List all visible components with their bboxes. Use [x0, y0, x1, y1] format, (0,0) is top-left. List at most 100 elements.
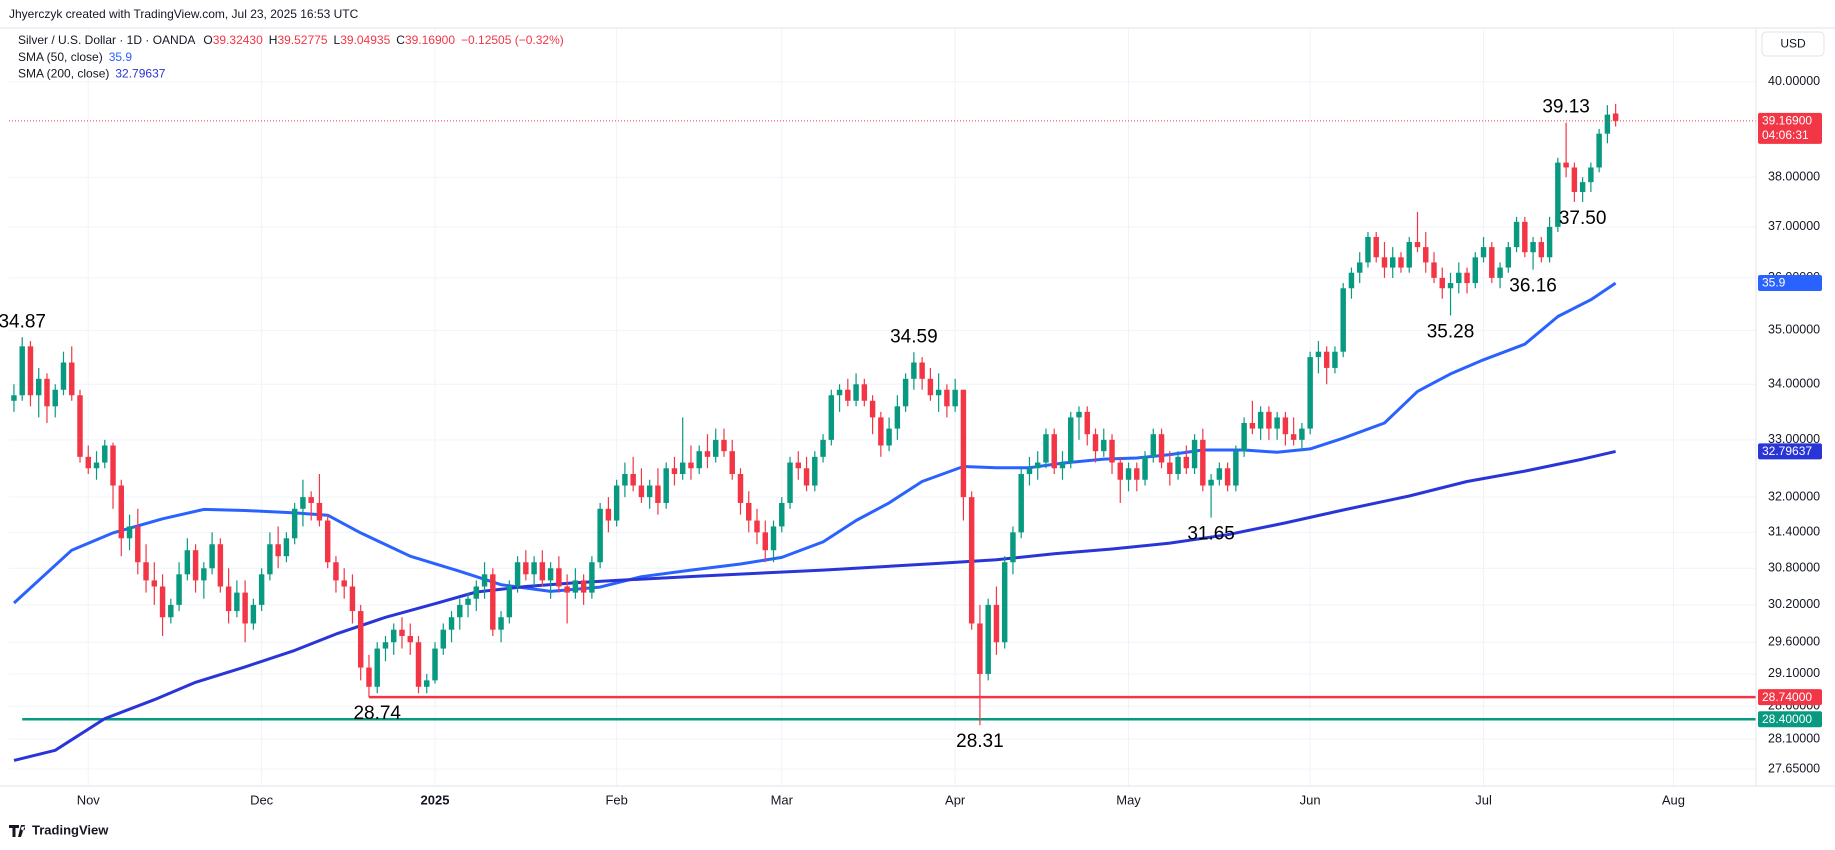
candle-body	[1290, 434, 1297, 440]
candle-body	[60, 362, 67, 390]
candle-body	[935, 389, 942, 396]
candle-body	[35, 378, 42, 396]
candle-body	[490, 574, 496, 630]
price-annotation: 36.16	[1509, 276, 1557, 297]
candle-body	[1315, 351, 1322, 358]
candle-body	[1307, 357, 1313, 429]
candle-body	[1546, 226, 1553, 258]
candle-body	[1200, 439, 1206, 486]
candle-body	[44, 378, 50, 407]
sma-tag-bg	[1758, 275, 1822, 292]
candle-body	[1018, 473, 1024, 533]
candle-body	[308, 497, 314, 503]
sma-tag: 35.9	[1762, 276, 1786, 290]
candle-body	[960, 389, 967, 498]
candle-body	[828, 395, 835, 440]
candle-body	[176, 574, 182, 605]
candle-body	[878, 417, 884, 446]
currency-button[interactable]	[1761, 31, 1825, 57]
price-annotation: 31.65	[1187, 524, 1235, 545]
candle-body	[845, 389, 851, 401]
sma-tag-bg	[1758, 443, 1822, 460]
ohlc-value: 39.52775	[277, 33, 327, 47]
ohlc-key: H	[269, 33, 278, 47]
candle-body	[283, 538, 290, 557]
candle-body	[853, 384, 859, 401]
candle-body	[894, 406, 901, 429]
candle-body	[168, 604, 174, 618]
candle-body	[291, 508, 298, 539]
candle-body	[1068, 417, 1074, 463]
candle-body	[564, 586, 570, 593]
candle-body	[968, 497, 975, 624]
candle-body	[316, 502, 323, 521]
candle-body	[779, 502, 785, 527]
candle-body	[1423, 247, 1429, 263]
candle-body	[242, 592, 248, 624]
candle-body	[440, 629, 446, 649]
candle-body	[1571, 167, 1578, 192]
currency-label[interactable]: USD	[1780, 37, 1806, 51]
candle-body	[1398, 257, 1404, 268]
countdown-tag: 04:06:31	[1762, 128, 1809, 142]
candle-body	[374, 648, 380, 687]
candle-body	[539, 562, 546, 581]
candle-body	[646, 485, 653, 498]
candle-body	[638, 485, 645, 498]
candle-body	[234, 592, 240, 612]
candle-body	[1472, 257, 1479, 284]
candle-body	[944, 389, 950, 407]
footer-logo	[9, 825, 26, 837]
x-tick-label: Dec	[250, 792, 274, 807]
x-tick-label: Aug	[1662, 792, 1685, 807]
candle-body	[415, 642, 422, 687]
candle-body	[1117, 462, 1124, 480]
x-tick-label: May	[1116, 792, 1141, 807]
y-tick-label: 34.00000	[1768, 377, 1820, 391]
ohlc-key: O	[203, 33, 212, 47]
candle-body	[407, 635, 413, 643]
sma-line	[12, 281, 1617, 605]
level-tag-bg	[1758, 689, 1822, 706]
ohlc-key: C	[396, 33, 405, 47]
candle-body	[1390, 257, 1396, 268]
candle-body	[589, 562, 595, 593]
candle-body	[1092, 434, 1099, 452]
ohlc-key: L	[334, 33, 341, 47]
candle-body	[1332, 351, 1338, 368]
candle-body	[1191, 439, 1198, 469]
candle-body	[159, 586, 166, 618]
candle-body	[531, 562, 537, 575]
legend-main: Silver / U.S. Dollar · 1D · OANDA O39.324…	[18, 33, 564, 47]
candle-body	[481, 574, 488, 587]
y-tick-label: 30.20000	[1768, 597, 1820, 611]
ohlc-value: 39.04935	[340, 33, 390, 47]
candle-body	[1513, 221, 1520, 248]
price-annotation: 35.28	[1427, 322, 1475, 343]
candle-body	[1076, 411, 1082, 418]
x-tick-label: Feb	[605, 792, 627, 807]
y-tick-label: 31.40000	[1768, 525, 1820, 539]
candle-body	[1406, 242, 1412, 268]
candle-body	[1612, 113, 1619, 121]
candle-body	[1505, 247, 1512, 268]
candle-body	[1365, 236, 1371, 263]
candle-body	[1084, 411, 1090, 435]
candle-body	[391, 629, 397, 643]
candle-body	[1167, 462, 1173, 474]
candle-body	[324, 520, 331, 563]
candle-body	[1150, 434, 1157, 457]
candle-body	[869, 400, 876, 418]
candle-body	[547, 568, 554, 581]
last-price-tag: 39.16900	[1762, 114, 1812, 128]
candle-body	[11, 395, 17, 401]
candle-body	[77, 395, 83, 457]
y-tick-label: 33.00000	[1768, 432, 1820, 446]
candle-body	[1216, 468, 1223, 480]
x-tick-label: Jun	[1300, 792, 1321, 807]
candle-body	[1051, 434, 1057, 469]
candle-body	[812, 456, 818, 486]
candle-body	[1522, 221, 1528, 253]
candle-body	[1249, 422, 1256, 429]
